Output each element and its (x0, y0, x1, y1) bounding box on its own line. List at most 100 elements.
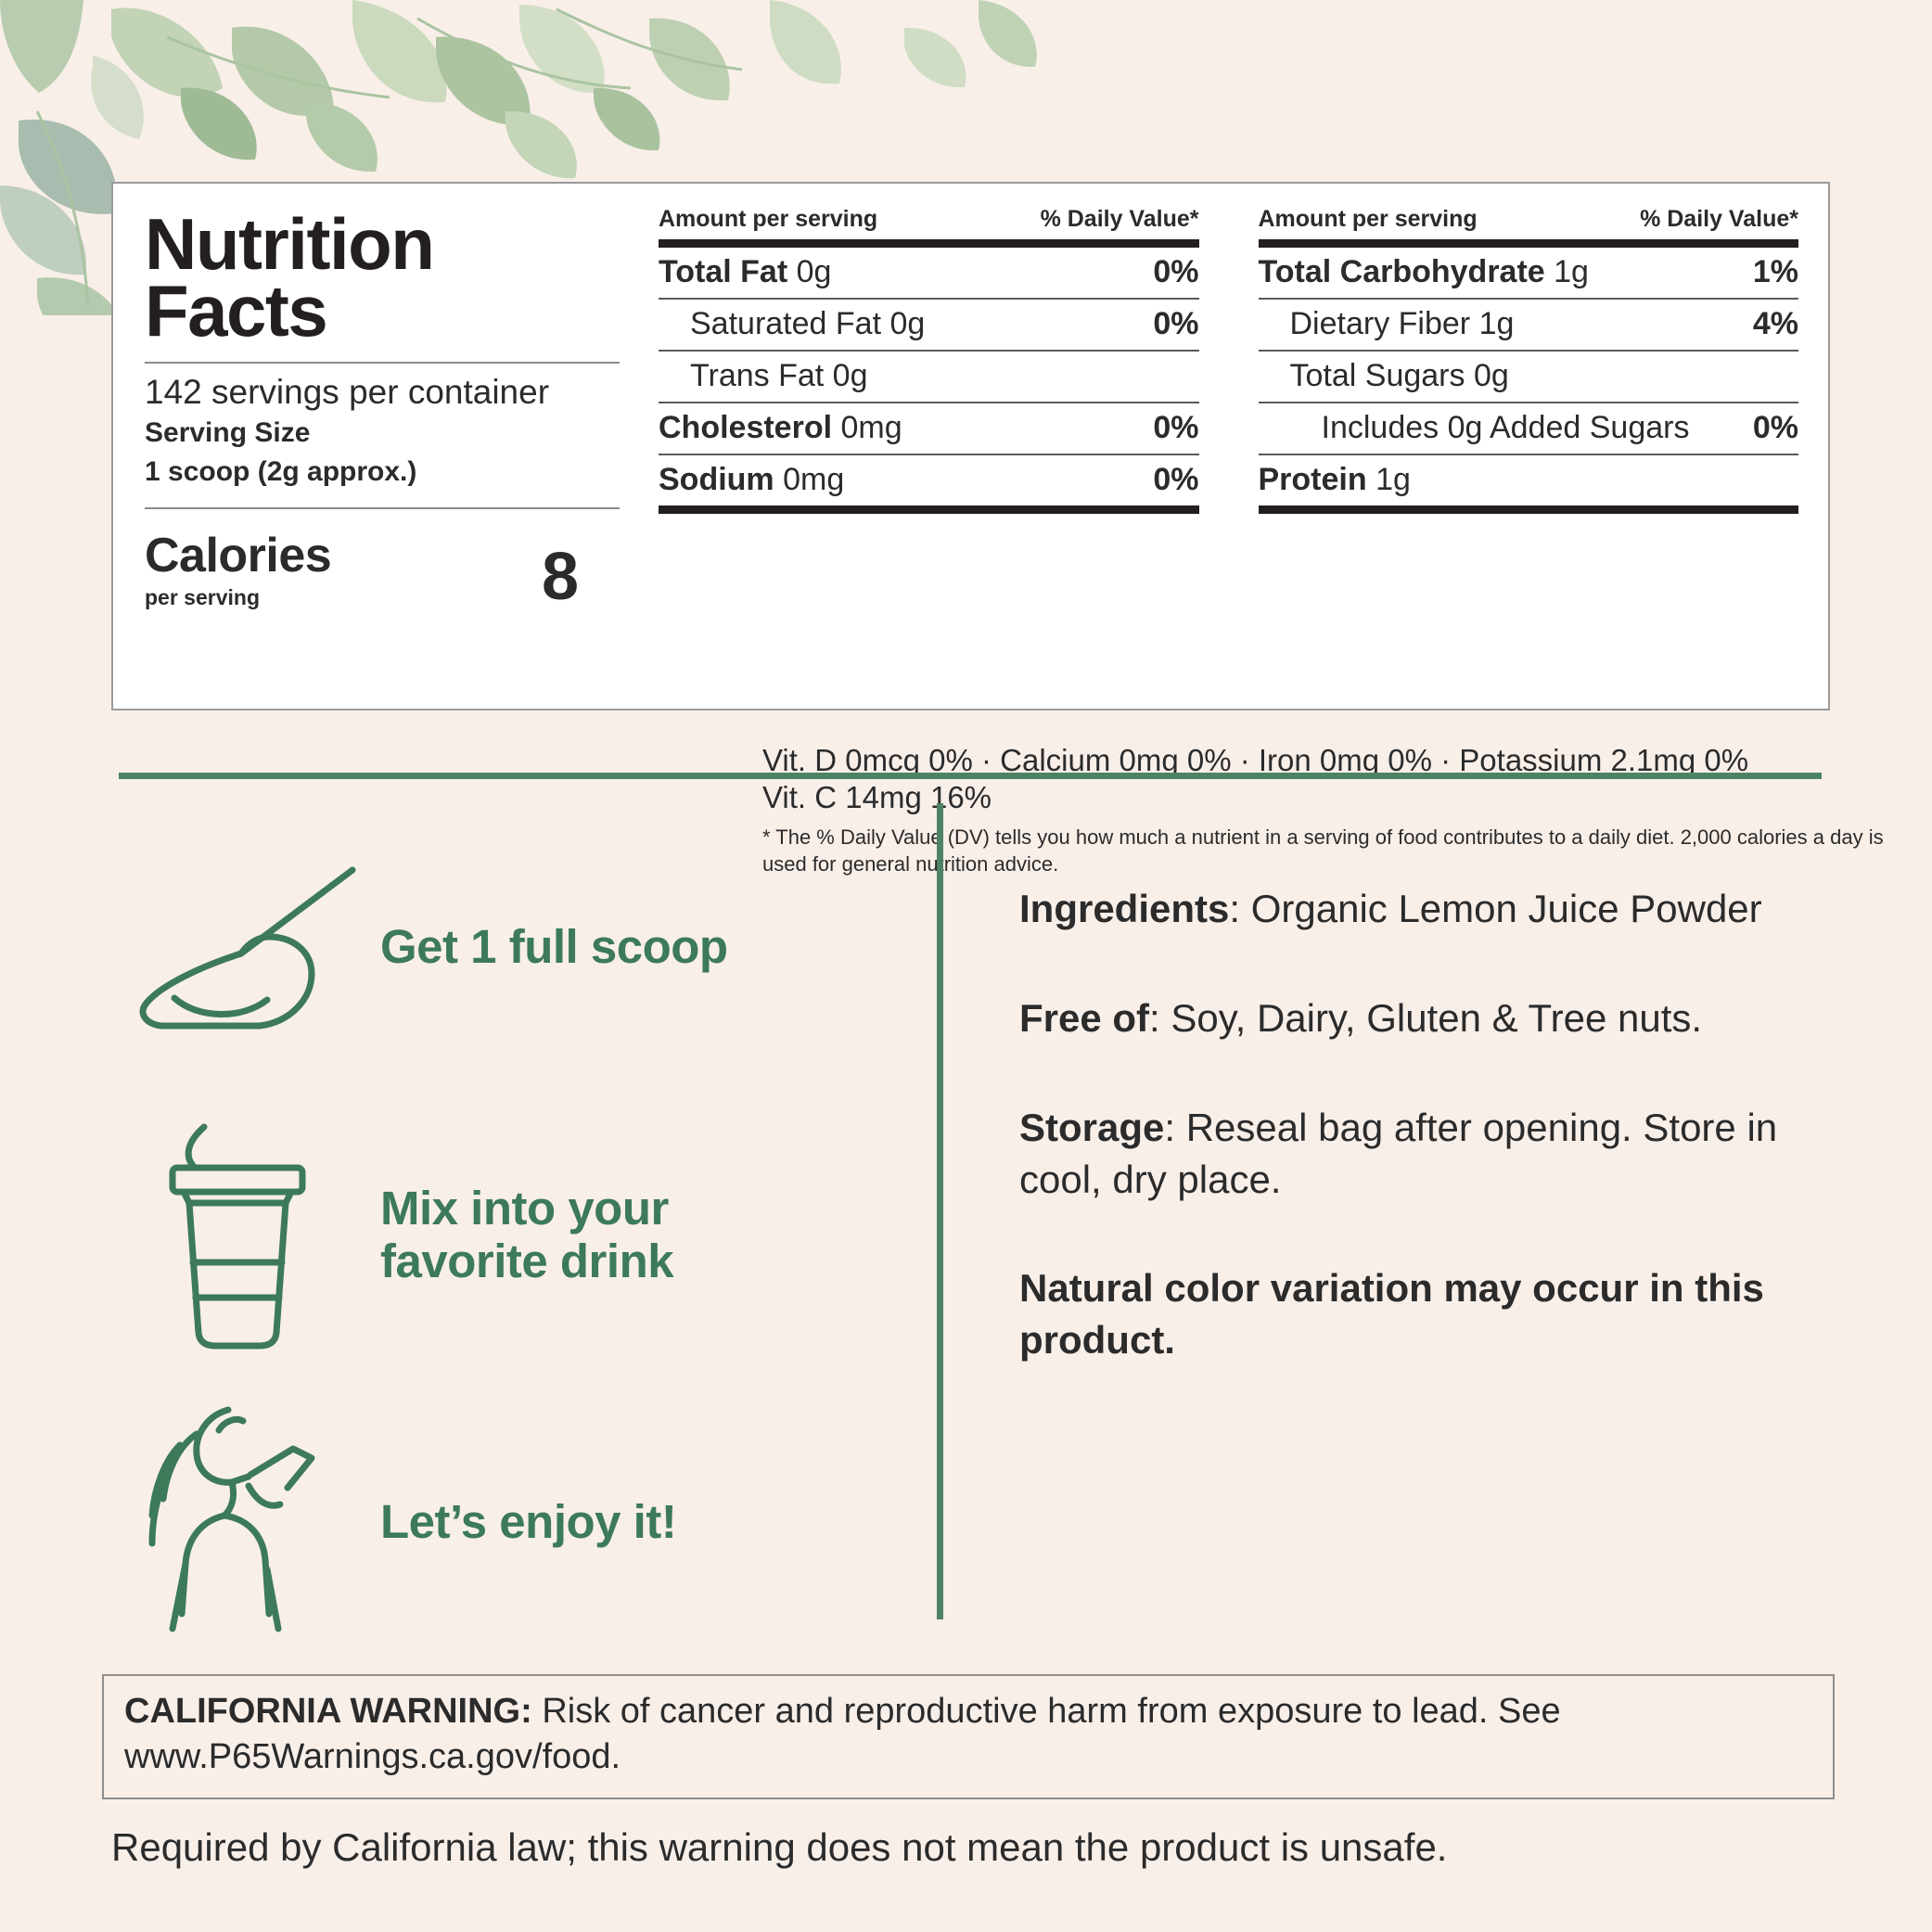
row-label: Total Fat (659, 254, 788, 289)
daily-value-footnote: * The % Daily Value (DV) tells you how m… (762, 825, 1884, 876)
row-dv: 0% (1153, 410, 1199, 445)
row-amount: 0mg (783, 462, 845, 497)
micronutrients-line-2: Vit. C 14mg 16% (762, 780, 992, 815)
table-row: Protein 1g (1259, 455, 1799, 505)
usage-and-info-section: Get 1 full scoop Mix into your favorite … (111, 803, 1830, 1666)
free-of-label: Free of (1019, 995, 1150, 1040)
row-amount: 1g (1554, 254, 1589, 289)
storage-label: Storage (1019, 1105, 1165, 1149)
row-label: Dietary Fiber (1289, 306, 1471, 341)
scoop-icon (111, 859, 380, 1035)
amount-per-serving-label: Amount per serving (659, 206, 878, 232)
table-row: Cholesterol 0mg 0% (659, 403, 1199, 454)
storage-line: Storage: Reseal bag after opening. Store… (1019, 1102, 1830, 1206)
nutrition-divider-top (145, 361, 620, 364)
row-divider (1258, 454, 1798, 455)
person-drinking-icon (111, 1397, 380, 1647)
row-dv: 0% (1153, 254, 1199, 289)
micronutrients-line-1: Vit. D 0mcg 0% · Calcium 0mg 0% · Iron 0… (762, 743, 1749, 777)
calories-sublabel: per serving (145, 584, 260, 609)
row-dv: 0% (1752, 410, 1798, 445)
california-warning-box: CALIFORNIA WARNING: Risk of cancer and r… (102, 1674, 1835, 1799)
ingredients-value: : Organic Lemon Juice Powder (1229, 887, 1762, 930)
color-variation-note: Natural color variation may occur in thi… (1019, 1266, 1764, 1363)
california-warning-body: Risk of cancer and reproductive harm fro… (124, 1692, 1561, 1777)
row-divider (659, 350, 1199, 352)
ingredients-label: Ingredients (1019, 887, 1230, 930)
section-divider (119, 773, 1822, 779)
usage-step-label: Get 1 full scoop (380, 920, 728, 974)
product-info: Ingredients: Organic Lemon Juice Powder … (943, 803, 1830, 1666)
california-warning-heading: CALIFORNIA WARNING: (124, 1692, 532, 1731)
nutrition-column-right: Amount per serving % Daily Value* Total … (1231, 206, 1807, 709)
nutrition-columns: Amount per serving % Daily Value* Total … (651, 184, 1828, 709)
drink-cup-icon (111, 1114, 380, 1355)
column-rule-bottom-left (659, 505, 1199, 514)
free-of-value: : Soy, Dairy, Gluten & Tree nuts. (1149, 995, 1703, 1040)
row-label: Total Sugars (1289, 358, 1465, 393)
table-row: Total Sugars 0g (1259, 352, 1799, 402)
row-dv: 0% (1153, 462, 1199, 497)
nutrition-facts-title-line1: Nutrition (145, 203, 435, 285)
row-label: Total Carbohydrate (1258, 254, 1545, 289)
row-divider (1258, 402, 1798, 403)
row-label: Cholesterol (659, 410, 833, 445)
row-label: Includes 0g Added Sugars (1321, 410, 1690, 445)
usage-step: Mix into your favorite drink (111, 1091, 937, 1378)
calories-row: Calories per serving 8 (145, 531, 620, 610)
row-amount: 0g (889, 306, 926, 341)
usage-step: Get 1 full scoop (111, 803, 937, 1091)
column-rule-bottom-right (1258, 505, 1798, 514)
storage-value: : Reseal bag after opening. Store in coo… (1019, 1105, 1778, 1201)
amount-per-serving-label: Amount per serving (1258, 206, 1478, 232)
row-amount: 1g (1478, 306, 1515, 341)
row-amount: 0mg (840, 410, 902, 445)
vertical-divider (937, 803, 943, 1619)
micronutrients: Vit. D 0mcg 0% · Calcium 0mg 0% · Iron 0… (762, 742, 1917, 817)
column-rule-thick-left (659, 239, 1199, 248)
row-dv: 4% (1752, 306, 1798, 341)
ingredients-line: Ingredients: Organic Lemon Juice Powder (1019, 883, 1830, 935)
table-row: Dietary Fiber 1g 4% (1259, 300, 1799, 350)
table-row: Saturated Fat 0g 0% (659, 300, 1199, 350)
row-label: Sodium (659, 462, 774, 497)
row-amount: 0g (832, 358, 868, 393)
serving-size-value: 1 scoop (2g approx.) (145, 456, 417, 488)
table-row: Total Fat 0g 0% (659, 248, 1199, 298)
nutrition-facts-title: Nutrition Facts (145, 203, 620, 352)
nutrition-facts-summary: Nutrition Facts 142 servings per contain… (113, 184, 651, 709)
nutrition-divider-calories (145, 506, 620, 509)
table-row: Total Carbohydrate 1g 1% (1259, 248, 1799, 298)
row-divider (659, 298, 1199, 300)
calories-label: Calories (145, 528, 332, 582)
column-rule-thick-right (1258, 239, 1798, 248)
row-dv: 0% (1153, 306, 1199, 341)
row-divider (659, 454, 1199, 455)
usage-step-label: Mix into your favorite drink (380, 1181, 674, 1287)
usage-step: Let’s enjoy it! (111, 1378, 937, 1666)
california-warning-note: Required by California law; this warning… (111, 1825, 1448, 1869)
usage-step-label: Let’s enjoy it! (380, 1495, 677, 1549)
row-divider (659, 402, 1199, 403)
row-amount: 1g (1375, 462, 1411, 497)
nutrition-facts-title-line2: Facts (145, 269, 328, 352)
column-header-right: Amount per serving % Daily Value* (1259, 206, 1799, 239)
row-divider (1258, 350, 1798, 352)
row-dv: 1% (1752, 254, 1798, 289)
table-row: Sodium 0mg 0% (659, 455, 1199, 505)
table-row: Trans Fat 0g (659, 352, 1199, 402)
servings-per-container: 142 servings per container (145, 372, 550, 411)
row-divider (1258, 298, 1798, 300)
usage-steps: Get 1 full scoop Mix into your favorite … (111, 803, 937, 1666)
daily-value-label: % Daily Value* (1040, 206, 1199, 232)
column-header-left: Amount per serving % Daily Value* (659, 206, 1199, 239)
row-amount: 0g (796, 254, 832, 289)
nutrition-column-left: Amount per serving % Daily Value* Total … (651, 206, 1231, 709)
serving-size-label: Serving Size (145, 417, 311, 449)
calories-value: 8 (541, 539, 579, 614)
daily-value-label: % Daily Value* (1640, 206, 1798, 232)
row-label: Saturated Fat (690, 306, 882, 341)
row-label: Protein (1258, 462, 1367, 497)
row-amount: 0g (1473, 358, 1509, 393)
row-label: Trans Fat (690, 358, 825, 393)
